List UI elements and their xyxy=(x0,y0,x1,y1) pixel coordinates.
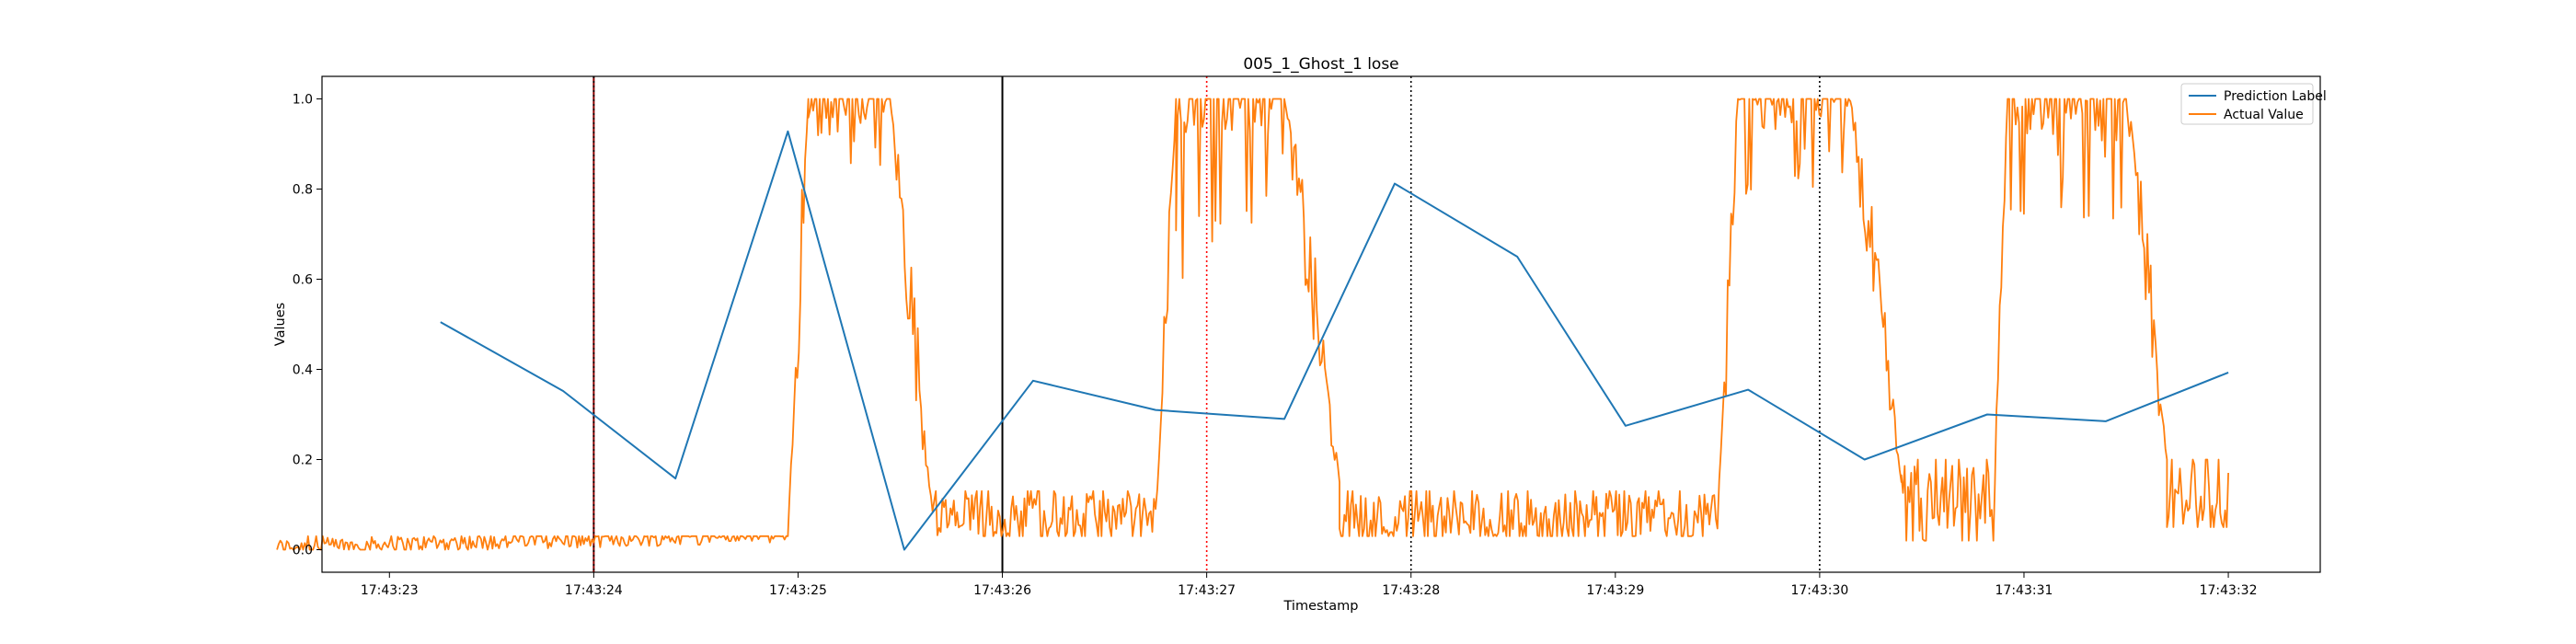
chart-title: 005_1_Ghost_1 lose xyxy=(1243,55,1398,74)
y-axis: 0.0 0.2 0.4 0.6 0.8 1.0 xyxy=(293,93,322,558)
x-tick-label: 17:43:27 xyxy=(1178,583,1236,598)
x-tick-label: 17:43:26 xyxy=(973,583,1031,598)
x-axis-label: Timestamp xyxy=(1283,599,1359,614)
x-tick-label: 17:43:25 xyxy=(769,583,827,598)
x-tick-label: 17:43:31 xyxy=(1995,583,2053,598)
y-axis-label: Values xyxy=(273,303,288,346)
series-line-actual-value xyxy=(276,98,2229,551)
y-tick-label: 0.6 xyxy=(293,273,313,288)
y-tick-label: 0.2 xyxy=(293,454,313,468)
legend: Prediction Label Actual Value xyxy=(2180,83,2327,125)
x-tick-label: 17:43:23 xyxy=(361,583,419,598)
y-tick-label: 0.8 xyxy=(293,183,313,198)
plot-frame xyxy=(321,75,2321,573)
legend-label: Prediction Label xyxy=(2224,89,2327,104)
y-tick-label: 1.0 xyxy=(293,93,313,108)
x-tick-label: 17:43:28 xyxy=(1382,583,1440,598)
x-tick-label: 17:43:30 xyxy=(1790,583,1848,598)
y-tick-label: 0.4 xyxy=(293,363,313,378)
x-tick-label: 17:43:32 xyxy=(2200,583,2258,598)
legend-label: Actual Value xyxy=(2224,108,2304,122)
x-tick-label: 17:43:29 xyxy=(1586,583,1644,598)
y-tick-label: 0.0 xyxy=(293,544,313,558)
x-axis: 17:43:23 17:43:24 17:43:25 17:43:26 17:43:27… xyxy=(361,572,2258,598)
series-group xyxy=(276,98,2229,551)
series-line-prediction-label xyxy=(440,130,2229,551)
x-tick-label: 17:43:24 xyxy=(565,583,623,598)
vertical-markers xyxy=(592,76,1821,572)
